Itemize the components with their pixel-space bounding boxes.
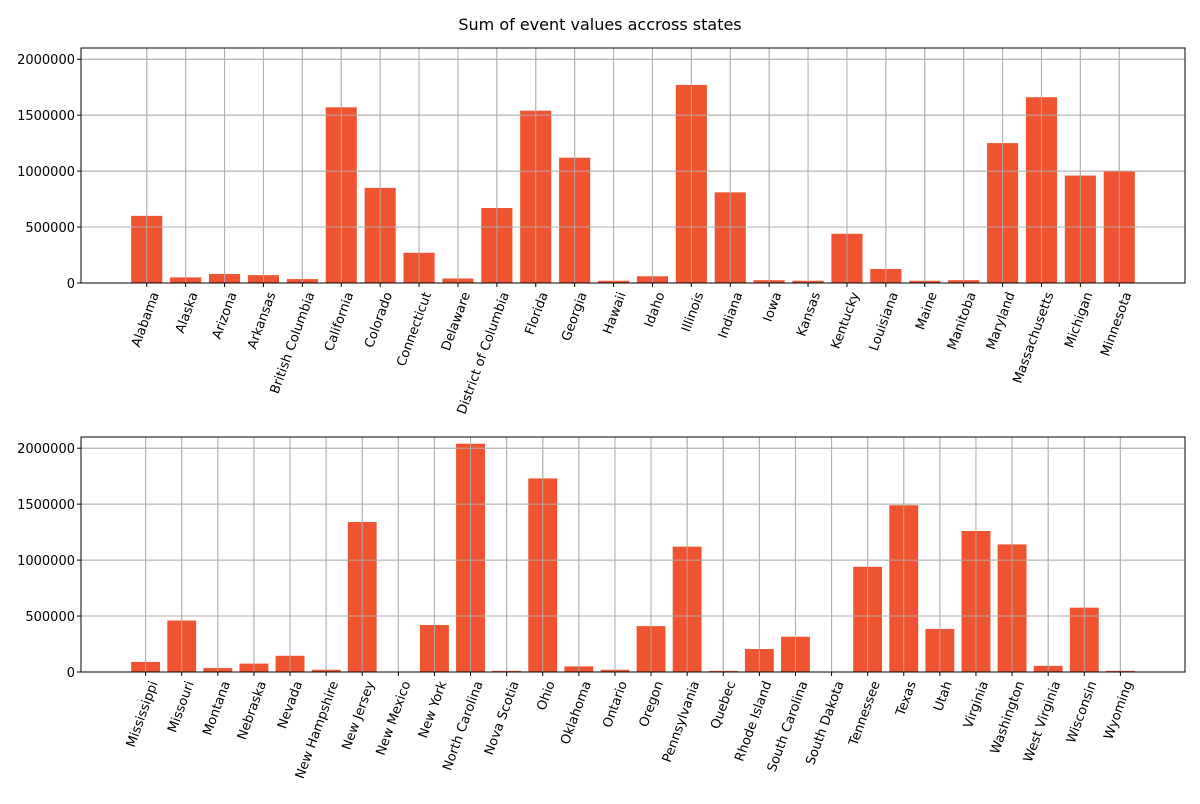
x-tick-label: Utah (931, 679, 956, 713)
x-tick-label: Tennessee (846, 679, 884, 749)
x-tick-label: South Dakota (803, 679, 847, 767)
x-tick-label: California (322, 290, 357, 353)
y-tick-label: 1500000 (17, 498, 75, 513)
x-tick-label: Alabama (129, 290, 163, 349)
x-tick-label: Manitoba (945, 290, 980, 352)
chart-panel-1: 0 500000 1000000 1500000 2000000 Alabama Alask… (17, 47, 1186, 416)
x-tick-label: Louisiana (867, 290, 902, 353)
x-tick-label: Kansas (794, 290, 824, 339)
y-tick-label: 2000000 (17, 442, 75, 457)
y-tick-label: 500000 (25, 610, 75, 625)
y-tick-label: 0 (67, 666, 75, 681)
x-tick-label: Connecticut (394, 290, 435, 368)
x-tick-label: Alaska (173, 290, 202, 335)
chart-title: Sum of event values accross states (458, 15, 741, 34)
x-tick-label: Colorado (362, 290, 396, 350)
x-tick-label: Indiana (716, 290, 747, 340)
x-tick-label: Arkansas (245, 290, 279, 351)
gridlines-overlay (81, 48, 1185, 284)
x-tick-label: Maine (913, 290, 940, 332)
x-tick-label: Quebec (708, 679, 739, 731)
x-tick-label: Ontario (600, 679, 631, 730)
x-tick-label: Nova Scotia (482, 679, 523, 757)
x-tick-label: Wisconsin (1064, 679, 1100, 745)
x-tick-label: Missouri (165, 679, 197, 734)
y-tick-label: 2000000 (17, 53, 75, 68)
y-tick-label: 1000000 (17, 165, 75, 180)
x-tick-label: Michigan (1062, 290, 1096, 350)
x-tick-label: New Jersey (339, 679, 378, 752)
x-tick-label: West Virginia (1021, 679, 1064, 764)
x-tick-label: Idaho (642, 290, 669, 329)
x-tick-label: Maryland (984, 290, 1019, 352)
x-tick-label: Mississippi (124, 679, 162, 749)
x-tick-label: Iowa (761, 290, 785, 324)
y-tick-label: 1500000 (17, 109, 75, 124)
x-tick-label: New York (416, 679, 451, 741)
x-tick-label: Oklahoma (558, 679, 595, 746)
x-tick-label: Nevada (275, 679, 306, 731)
x-tick-label: Florida (523, 290, 552, 337)
x-tick-label: Illinois (679, 290, 707, 334)
x-tick-label: Virginia (961, 679, 992, 730)
x-tick-label: Oregon (637, 679, 667, 729)
x-tick-label: Ohio (534, 679, 558, 712)
gridlines (81, 48, 1185, 284)
x-tick-label: Washington (988, 679, 1028, 756)
x-tick-label: Hawaii (601, 290, 630, 336)
x-tick-label: Montana (200, 679, 233, 737)
x-tick-label: Massachusetts (1011, 290, 1058, 386)
bars (131, 84, 1135, 284)
x-tick-label: Wyoming (1101, 679, 1136, 741)
axes-frame (80, 47, 1186, 284)
y-tick-label: 0 (67, 277, 75, 292)
x-tick-label: North Carolina (440, 679, 486, 772)
x-tick-label: New Mexico (374, 679, 415, 757)
x-tick-label: Minnesota (1098, 290, 1135, 358)
x-tick-label: Georgia (559, 290, 591, 343)
x-tick-label: Texas (893, 679, 920, 719)
x-tick-label: Rhode Island (732, 679, 775, 763)
x-tick-label: Nebraska (235, 679, 270, 742)
y-tick-label: 500000 (25, 221, 75, 236)
x-tick-label: Arizona (210, 290, 241, 341)
x-tick-label: Pennsylvania (660, 679, 703, 764)
y-tick-label: 1000000 (17, 554, 75, 569)
bars (131, 443, 1135, 672)
axes-frame (80, 436, 1186, 673)
x-tick-label: Delaware (439, 290, 474, 353)
x-tick-label: Kentucky (829, 290, 864, 351)
